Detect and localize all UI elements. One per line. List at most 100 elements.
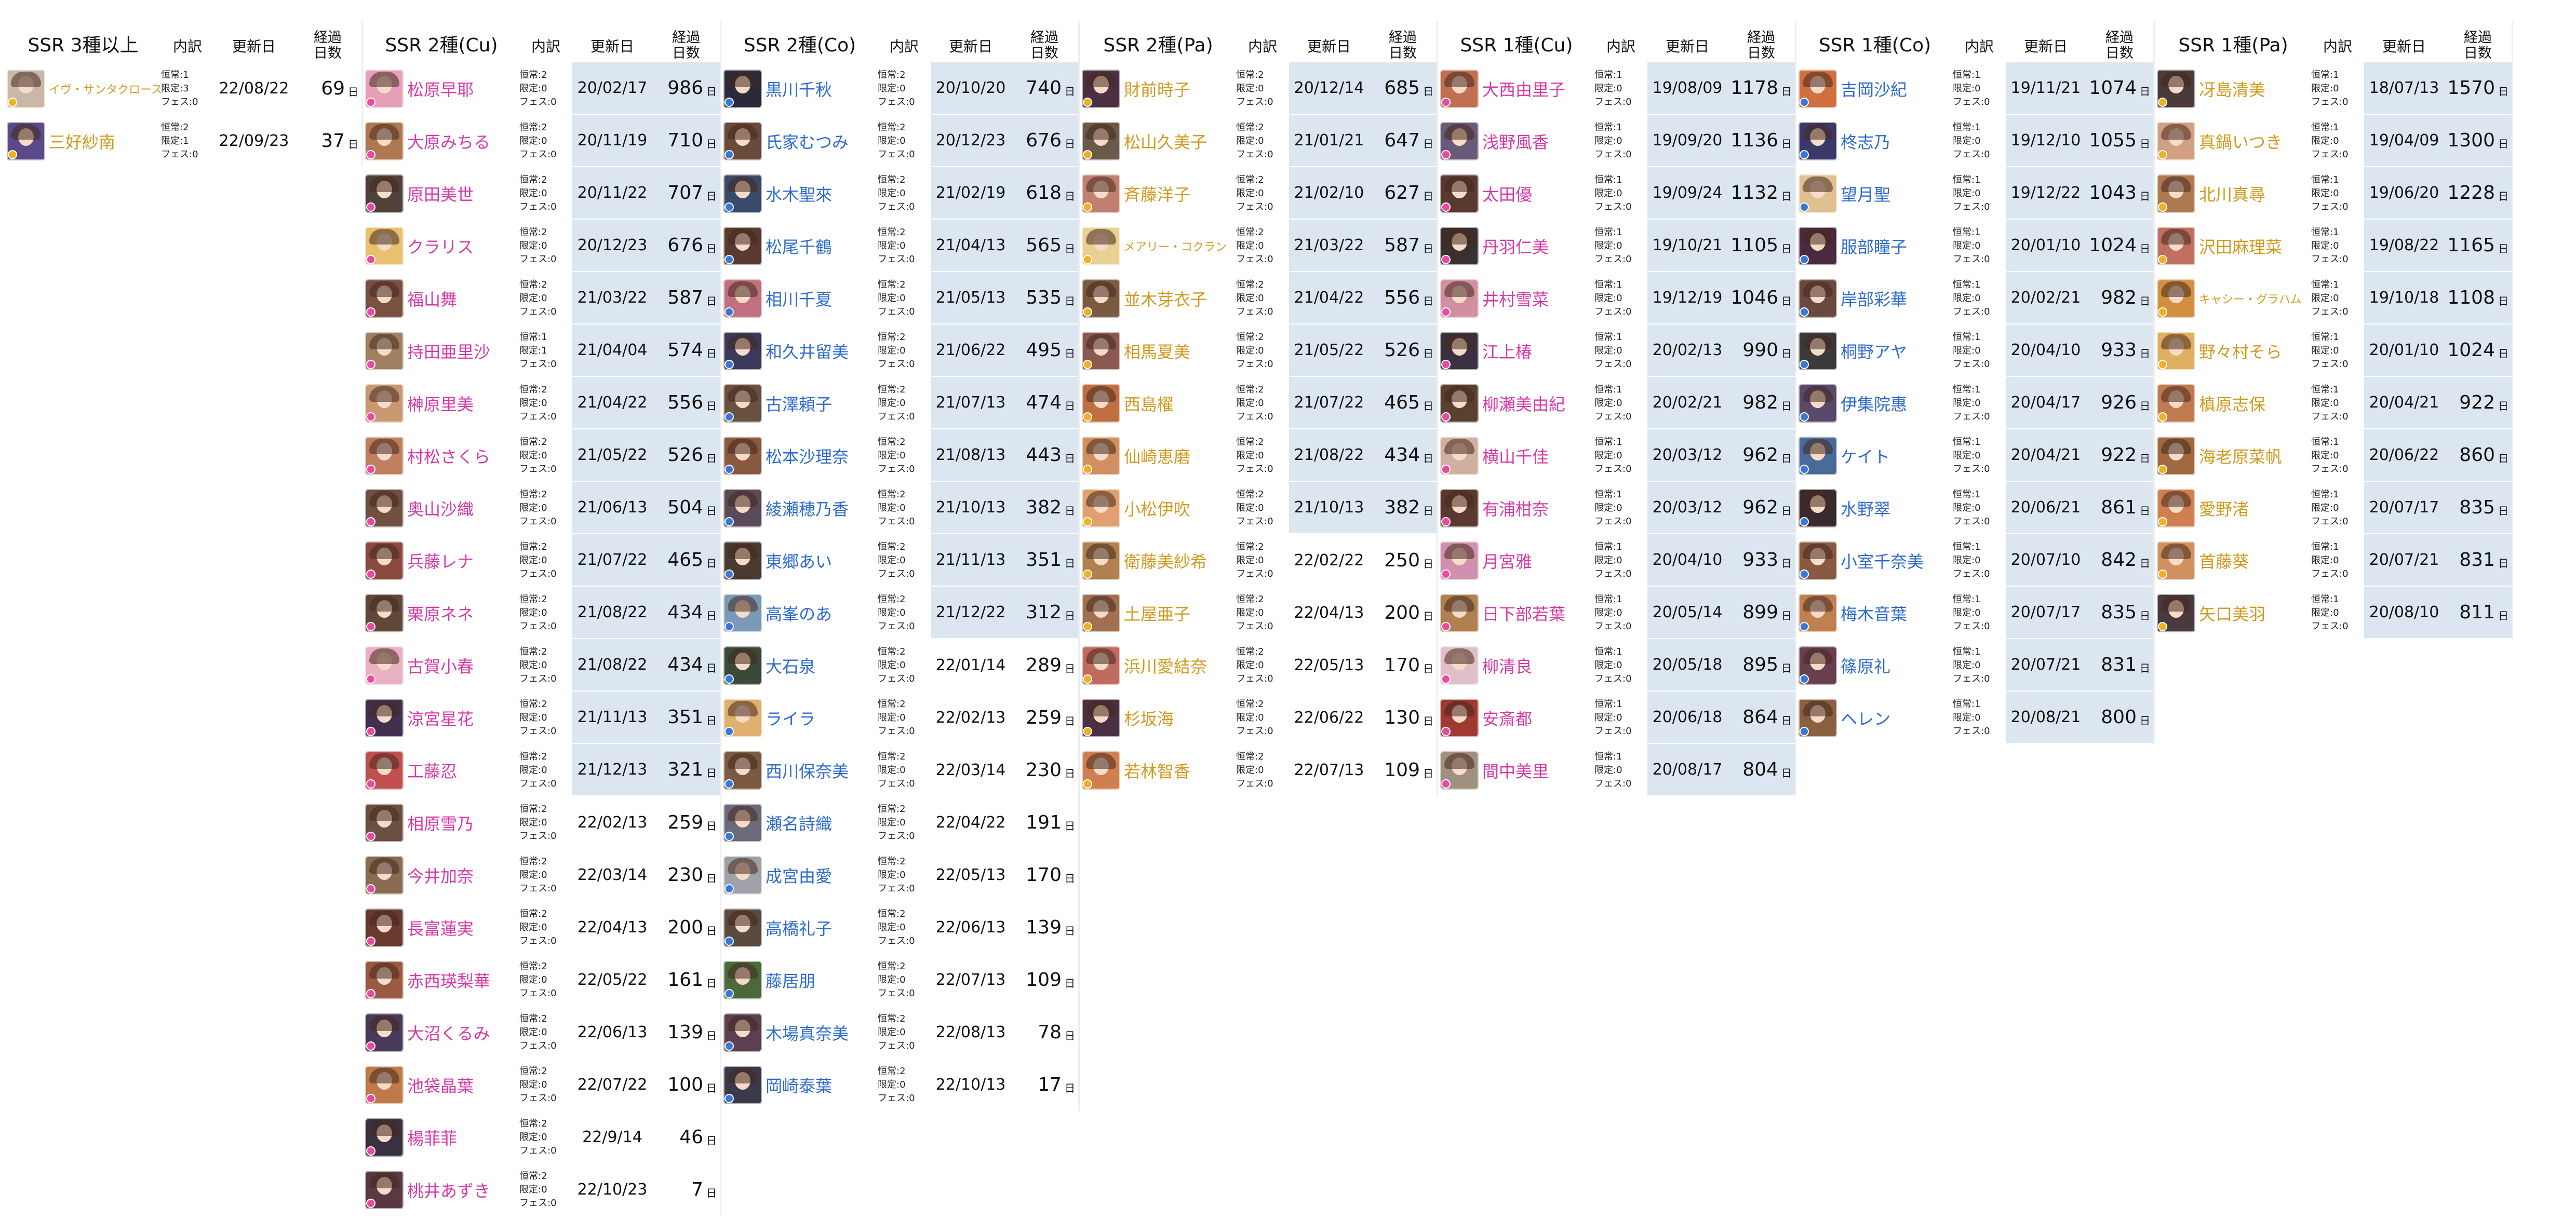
idol-avatar[interactable] — [1082, 698, 1120, 737]
idol-name[interactable]: 長富蓮実 — [407, 918, 474, 939]
idol-avatar[interactable] — [1799, 593, 1837, 632]
idol-name[interactable]: 北川真尋 — [2199, 184, 2266, 205]
idol-avatar[interactable] — [1799, 279, 1837, 318]
idol-avatar[interactable] — [7, 69, 45, 108]
idol-name[interactable]: 相原雪乃 — [407, 814, 474, 834]
idol-avatar[interactable] — [365, 279, 404, 318]
idol-avatar[interactable] — [365, 856, 404, 894]
idol-avatar[interactable] — [1440, 384, 1479, 423]
idol-avatar[interactable] — [2157, 384, 2195, 423]
idol-avatar[interactable] — [2157, 121, 2195, 160]
idol-name[interactable]: 並木芽衣子 — [1124, 289, 1208, 309]
idol-name[interactable]: 大石泉 — [766, 656, 816, 676]
idol-avatar[interactable] — [365, 436, 404, 475]
idol-name[interactable]: 赤西瑛梨華 — [407, 971, 491, 991]
idol-name[interactable]: 古賀小春 — [407, 656, 474, 676]
idol-name[interactable]: 桃井あずき — [407, 1181, 491, 1201]
idol-name[interactable]: 和久井留美 — [766, 342, 849, 362]
idol-avatar[interactable] — [365, 69, 404, 108]
idol-avatar[interactable] — [365, 226, 404, 265]
idol-name[interactable]: 松原早耶 — [407, 79, 474, 100]
idol-name[interactable]: ケイト — [1841, 446, 1890, 467]
idol-avatar[interactable] — [1082, 331, 1120, 370]
idol-avatar[interactable] — [1082, 384, 1120, 423]
idol-avatar[interactable] — [1440, 698, 1479, 737]
idol-name[interactable]: 木場真奈美 — [766, 1023, 849, 1043]
idol-avatar[interactable] — [365, 121, 404, 160]
idol-avatar[interactable] — [365, 908, 404, 947]
idol-avatar[interactable] — [723, 279, 762, 318]
idol-avatar[interactable] — [1082, 646, 1120, 685]
idol-avatar[interactable] — [2157, 226, 2195, 265]
idol-avatar[interactable] — [2157, 331, 2195, 370]
idol-name[interactable]: 矢口美羽 — [2199, 604, 2266, 624]
idol-name[interactable]: 柳瀬美由紀 — [1482, 394, 1566, 414]
idol-name[interactable]: 梅木音葉 — [1841, 604, 1908, 624]
idol-name[interactable]: 大沼くるみ — [407, 1023, 490, 1043]
idol-name[interactable]: 伊集院惠 — [1841, 394, 1908, 414]
idol-avatar[interactable] — [1440, 226, 1479, 265]
idol-avatar[interactable] — [365, 384, 404, 423]
idol-name[interactable]: ライラ — [766, 709, 816, 729]
idol-name[interactable]: 水木聖來 — [766, 184, 833, 205]
idol-avatar[interactable] — [723, 698, 762, 737]
idol-avatar[interactable] — [1799, 541, 1837, 580]
idol-name[interactable]: 仙崎恵磨 — [1124, 446, 1191, 467]
idol-avatar[interactable] — [365, 751, 404, 790]
idol-name[interactable]: 奥山沙織 — [407, 499, 474, 519]
idol-avatar[interactable] — [723, 69, 762, 108]
idol-name[interactable]: 岡崎泰葉 — [766, 1076, 833, 1096]
idol-name[interactable]: ヘレン — [1841, 709, 1891, 729]
idol-name[interactable]: 原田美世 — [407, 184, 474, 205]
idol-name[interactable]: 岸部彩華 — [1841, 289, 1908, 309]
idol-avatar[interactable] — [723, 593, 762, 632]
idol-name[interactable]: 小松伊吹 — [1124, 499, 1191, 519]
idol-name[interactable]: 桐野アヤ — [1841, 342, 1908, 362]
idol-avatar[interactable] — [2157, 69, 2195, 108]
idol-avatar[interactable] — [723, 856, 762, 894]
idol-avatar[interactable] — [365, 960, 404, 999]
idol-avatar[interactable] — [365, 593, 404, 632]
idol-avatar[interactable] — [1799, 121, 1837, 160]
idol-name[interactable]: 黒川千秋 — [766, 79, 833, 100]
idol-avatar[interactable] — [723, 1013, 762, 1052]
idol-name[interactable]: 西島櫂 — [1124, 394, 1174, 414]
idol-avatar[interactable] — [1082, 541, 1120, 580]
idol-name[interactable]: 瀬名詩織 — [766, 814, 833, 834]
idol-name[interactable]: 江上椿 — [1482, 342, 1533, 362]
idol-avatar[interactable] — [1082, 226, 1120, 265]
idol-avatar[interactable] — [1799, 174, 1837, 213]
idol-avatar[interactable] — [723, 384, 762, 423]
idol-name[interactable]: 間中美里 — [1482, 761, 1549, 781]
idol-name[interactable]: 相川千夏 — [766, 289, 833, 309]
idol-name[interactable]: 沢田麻理菜 — [2199, 237, 2283, 257]
idol-avatar[interactable] — [723, 803, 762, 842]
idol-avatar[interactable] — [1799, 698, 1837, 737]
idol-avatar[interactable] — [2157, 489, 2195, 527]
idol-avatar[interactable] — [1799, 69, 1837, 108]
idol-avatar[interactable] — [723, 331, 762, 370]
idol-avatar[interactable] — [723, 960, 762, 999]
idol-name[interactable]: 財前時子 — [1124, 79, 1191, 100]
idol-name[interactable]: 浜川愛結奈 — [1124, 656, 1208, 676]
idol-name[interactable]: 浅野風香 — [1482, 132, 1549, 152]
idol-avatar[interactable] — [723, 646, 762, 685]
idol-name[interactable]: 三好紗南 — [49, 132, 116, 152]
idol-avatar[interactable] — [365, 646, 404, 685]
idol-avatar[interactable] — [1082, 174, 1120, 213]
idol-name[interactable]: 楊菲菲 — [407, 1128, 458, 1148]
idol-avatar[interactable] — [1440, 331, 1479, 370]
idol-name[interactable]: 東郷あい — [766, 551, 833, 572]
idol-avatar[interactable] — [365, 541, 404, 580]
idol-name[interactable]: 斉藤洋子 — [1124, 184, 1191, 205]
idol-name[interactable]: 丹羽仁美 — [1482, 237, 1549, 257]
idol-name[interactable]: キャシー・グラハム — [2199, 293, 2302, 306]
idol-name[interactable]: 福山舞 — [407, 289, 458, 309]
idol-name[interactable]: 衛藤美紗希 — [1124, 551, 1208, 572]
idol-name[interactable]: 栗原ネネ — [407, 604, 474, 624]
idol-avatar[interactable] — [723, 436, 762, 475]
idol-name[interactable]: 大西由里子 — [1482, 79, 1566, 100]
idol-name[interactable]: 服部瞳子 — [1841, 237, 1908, 257]
idol-avatar[interactable] — [365, 1013, 404, 1052]
idol-avatar[interactable] — [1799, 226, 1837, 265]
